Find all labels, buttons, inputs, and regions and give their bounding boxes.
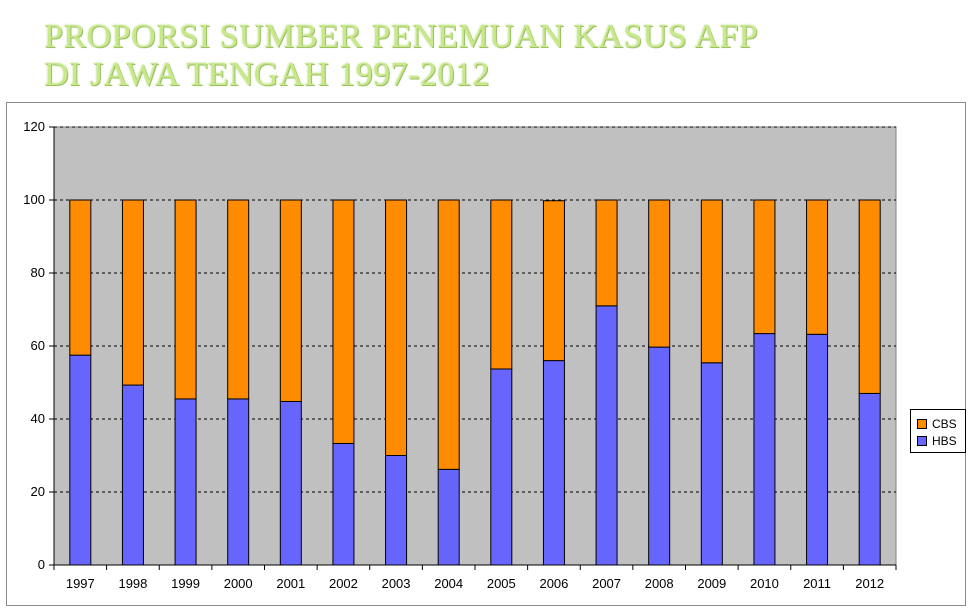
chart-area: 0 20 40 60 80 100 120 1997 1998 1999 2000 2001 2002 2… (6, 102, 966, 606)
bar-hbs-2008 (648, 346, 671, 566)
bar-hbs-1998 (121, 384, 144, 566)
legend-label-cbs: CBS (932, 416, 957, 431)
bar-cbs-2011 (806, 199, 829, 335)
bar-cbs-2007 (595, 199, 618, 307)
x-tick-label-2008: 2008 (645, 576, 674, 591)
x-tick-label-2012: 2012 (855, 576, 884, 591)
x-tick-label-2005: 2005 (487, 576, 516, 591)
bar-cbs-2010 (753, 199, 776, 335)
bar-cbs-2012 (858, 199, 881, 394)
x-tick-label-2000: 2000 (224, 576, 253, 591)
legend-swatch-hbs (917, 435, 927, 446)
bar-cbs-1998 (121, 199, 144, 386)
bar-hbs-1999 (174, 398, 197, 566)
bar-hbs-2007 (595, 305, 618, 566)
legend-label-hbs: HBS (932, 433, 957, 448)
chart-title: PROPORSI SUMBER PENEMUAN KASUS AFP DI JA… (44, 18, 758, 94)
bar-cbs-2001 (279, 199, 302, 402)
bar-hbs-2000 (227, 398, 250, 566)
y-tick-label-60: 60 (31, 338, 45, 353)
bar-hbs-2002 (332, 442, 355, 566)
chart-svg: 0 20 40 60 80 100 120 1997 1998 1999 2000 2001 2002 2… (23, 119, 897, 591)
bar-cbs-2009 (700, 199, 723, 364)
bar-cbs-2002 (332, 199, 355, 444)
bar-hbs-1997 (69, 354, 92, 566)
legend-item-cbs: CBS (917, 415, 965, 432)
bar-cbs-2005 (490, 199, 513, 370)
x-tick-label-2011: 2011 (803, 576, 831, 591)
chart-title-line-1: PROPORSI SUMBER PENEMUAN KASUS AFP (44, 18, 759, 55)
y-tick-label-100: 100 (23, 192, 45, 207)
y-tick-label-20: 20 (31, 484, 45, 499)
bar-hbs-2006 (542, 360, 565, 566)
x-tick-label-2003: 2003 (382, 576, 411, 591)
y-tick-label-40: 40 (31, 411, 45, 426)
y-tick-label-0: 0 (38, 557, 45, 572)
x-tick-label-2001: 2001 (276, 576, 305, 591)
legend-item-hbs: HBS (917, 432, 965, 449)
x-tick-label-2010: 2010 (750, 576, 779, 591)
legend-swatch-cbs (917, 418, 927, 429)
bar-hbs-2011 (806, 333, 829, 566)
bar-hbs-2004 (437, 468, 460, 566)
x-tick-label-2006: 2006 (539, 576, 568, 591)
bar-hbs-2009 (700, 362, 723, 566)
x-tick-label-1998: 1998 (118, 576, 147, 591)
x-tick-label-1997: 1997 (66, 576, 95, 591)
bar-cbs-1999 (174, 199, 197, 400)
bar-cbs-2006 (542, 200, 565, 362)
chart-title-line-2: DI JAWA TENGAH 1997-2012 (44, 56, 490, 93)
x-tick-label-2002: 2002 (329, 576, 358, 591)
bar-hbs-2012 (858, 392, 881, 566)
y-tick-label-80: 80 (31, 265, 45, 280)
bar-cbs-1997 (69, 199, 92, 356)
bar-hbs-2003 (385, 455, 408, 566)
x-tick-label-2004: 2004 (434, 576, 463, 591)
bar-hbs-2005 (490, 368, 513, 566)
bar-cbs-2000 (227, 199, 250, 400)
x-tick-label-1999: 1999 (171, 576, 200, 591)
x-tick-label-2009: 2009 (697, 576, 726, 591)
bar-cbs-2003 (385, 199, 408, 456)
bar-hbs-2010 (753, 333, 776, 566)
bar-cbs-2004 (437, 199, 460, 470)
y-tick-label-120: 120 (23, 119, 45, 134)
legend: CBS HBS (910, 409, 966, 453)
x-tick-label-2007: 2007 (592, 576, 621, 591)
bar-cbs-2008 (648, 199, 671, 348)
bar-hbs-2001 (279, 400, 302, 566)
